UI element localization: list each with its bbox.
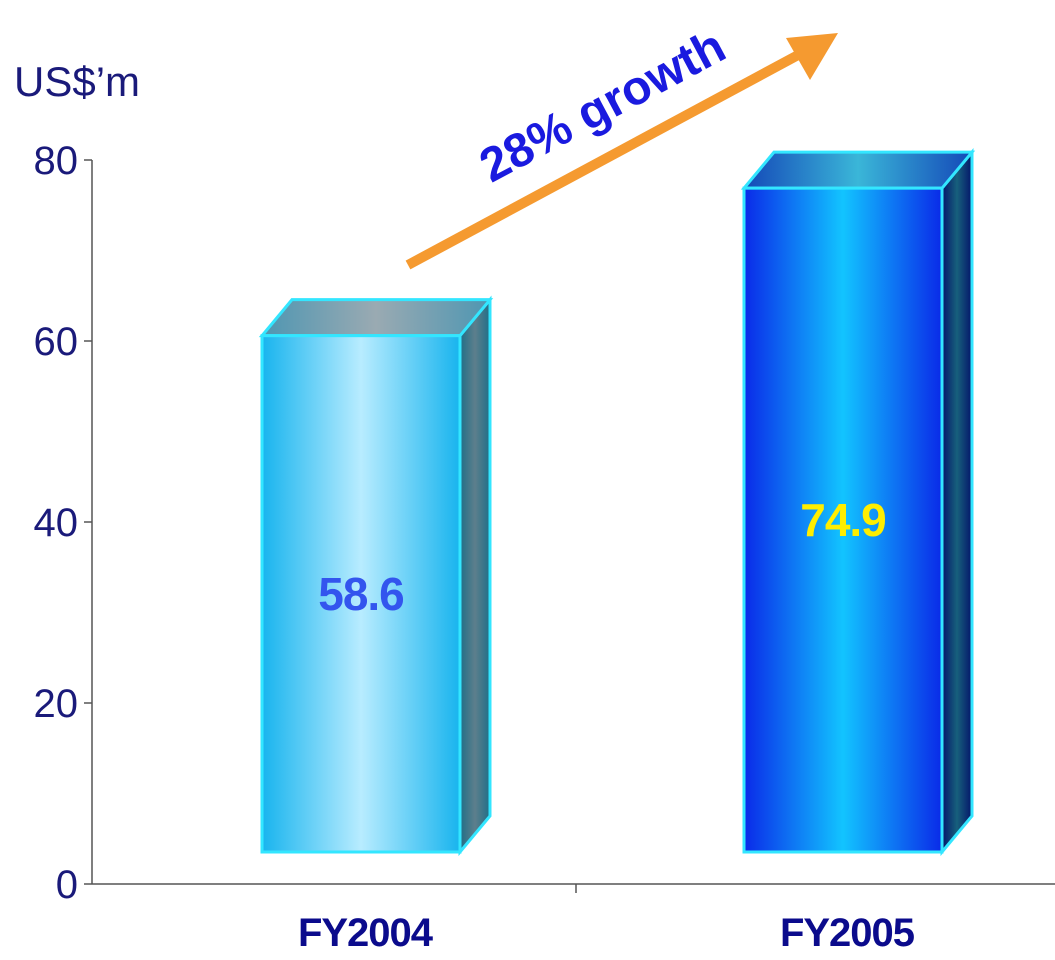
bars <box>258 148 976 857</box>
bar-top-face <box>740 150 976 190</box>
bar-side-face <box>940 148 974 857</box>
data-label-fy2005: 74.9 <box>800 494 886 546</box>
bar-fy2005 <box>740 148 976 857</box>
growth-arrow-icon <box>405 33 838 270</box>
bar-side-face <box>458 295 492 857</box>
bar-top-face <box>258 298 494 338</box>
data-label-fy2004: 58.6 <box>318 568 404 620</box>
y-axis-unit-label: US$’m <box>14 58 140 105</box>
bar-front-face <box>260 334 462 854</box>
y-axis-ticks: 0 20 40 60 80 <box>34 139 92 907</box>
bar-front-face <box>742 186 944 854</box>
category-label-fy2005: FY2005 <box>780 911 915 955</box>
bar-fy2004 <box>258 295 494 857</box>
y-tick-label: 80 <box>34 139 79 183</box>
y-tick-label: 0 <box>56 863 78 907</box>
y-tick-label: 60 <box>34 320 79 364</box>
category-label-fy2004: FY2004 <box>298 911 434 955</box>
y-tick-label: 40 <box>34 501 79 545</box>
y-tick-label: 20 <box>34 682 79 726</box>
